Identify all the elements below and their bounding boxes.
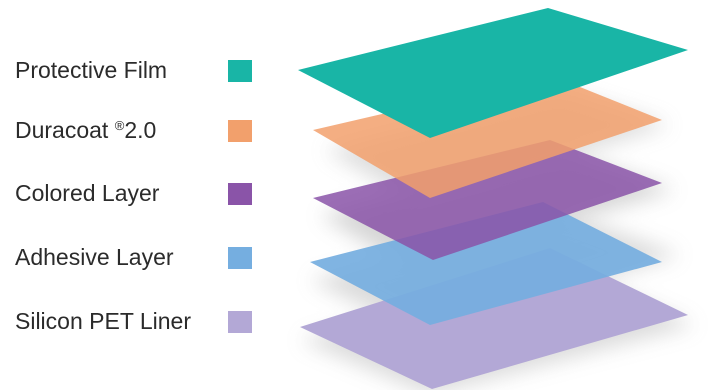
duracoat-swatch xyxy=(228,120,252,142)
adhesive-layer-swatch xyxy=(228,247,252,269)
duracoat-version: 2.0 xyxy=(124,117,157,143)
colored-layer-swatch xyxy=(228,183,252,205)
legend-item-protective-film: Protective Film xyxy=(15,55,260,85)
legend-item-duracoat: Duracoat ®2.0 xyxy=(15,115,260,145)
legend-label-colored-layer: Colored Layer xyxy=(15,180,160,206)
legend-label-silicon-pet-liner: Silicon PET Liner xyxy=(15,308,191,334)
adhesive-layer-sheet xyxy=(310,202,662,325)
layer-legend: Protective Film Duracoat ®2.0 Colored La… xyxy=(0,0,280,390)
colored-layer-sheet xyxy=(313,140,662,260)
protective-film-sheet xyxy=(298,8,688,138)
silicon-pet-liner-sheet xyxy=(300,248,688,389)
legend-item-colored-layer: Colored Layer xyxy=(15,178,260,208)
protective-film-swatch xyxy=(228,60,252,82)
silicon-pet-liner-swatch xyxy=(228,311,252,333)
registered-mark: ® xyxy=(114,118,125,133)
legend-label-adhesive-layer: Adhesive Layer xyxy=(15,244,174,270)
legend-item-silicon-pet-liner: Silicon PET Liner xyxy=(15,306,260,336)
legend-label-protective-film: Protective Film xyxy=(15,57,168,83)
duracoat-sheet xyxy=(313,75,662,198)
duracoat-name: Duracoat xyxy=(15,117,109,143)
legend-label-duracoat: Duracoat ®2.0 xyxy=(15,115,156,149)
legend-item-adhesive-layer: Adhesive Layer xyxy=(15,242,260,272)
